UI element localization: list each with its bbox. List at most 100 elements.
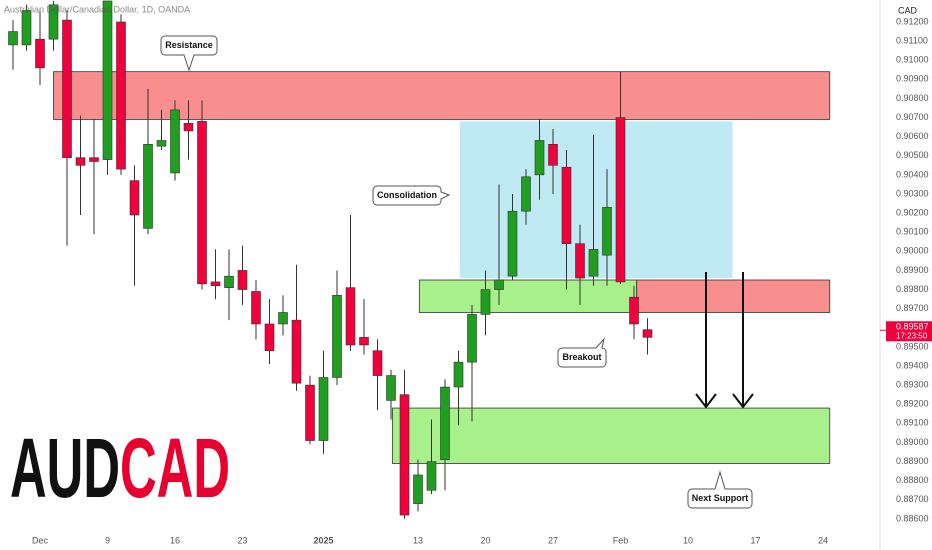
y-tick-label: 0.90500	[896, 150, 929, 160]
currency: CAD	[898, 5, 918, 15]
y-tick-label: 0.89800	[896, 284, 929, 294]
annotation: Resistance	[165, 40, 213, 50]
y-tick-label: 0.90900	[896, 74, 929, 84]
candle-body	[426, 461, 437, 491]
y-tick-label: 0.91100	[896, 35, 928, 45]
candle-body	[615, 117, 626, 283]
candle-body	[291, 319, 302, 384]
candle-body	[278, 312, 288, 325]
candle-body	[359, 337, 369, 346]
candle-body	[156, 140, 167, 147]
callout: Resistance	[160, 35, 218, 72]
candle-body	[507, 210, 518, 277]
candle-body	[75, 157, 86, 166]
chart-title: Australian Dollar/Canadian Dollar, 1D, O…	[4, 4, 190, 14]
watermark: AUDCAD	[10, 421, 230, 515]
zone	[391, 407, 831, 464]
candle-body	[305, 384, 315, 441]
y-tick-label: 0.91000	[896, 55, 929, 65]
candle-body	[386, 375, 396, 401]
candle-body	[332, 294, 342, 378]
x-tick-label: 27	[548, 535, 558, 545]
x-tick-label: Feb	[613, 535, 629, 545]
last-price-tag	[886, 321, 932, 342]
zone	[636, 279, 831, 313]
candle-body	[372, 350, 383, 376]
x-tick-label: Dec	[32, 535, 49, 545]
watermark-part: CAD	[120, 421, 230, 515]
y-tick-label: 0.90000	[896, 246, 929, 256]
x-tick-label: 17	[750, 535, 760, 545]
candle-body	[48, 4, 59, 40]
y-tick-label: 0.89300	[896, 379, 929, 389]
candle-body	[129, 180, 140, 216]
y-tick-label: 0.90800	[896, 93, 929, 103]
x-tick-label: 20	[480, 535, 490, 545]
candle-body	[224, 275, 234, 288]
y-tick-label: 0.88900	[896, 456, 929, 466]
candle-body	[183, 122, 194, 132]
y-tick-label: 0.89500	[896, 341, 929, 351]
candle-body	[440, 386, 450, 460]
y-tick-label: 0.88600	[896, 513, 929, 523]
candle-body	[21, 10, 32, 46]
y-tick-label: 0.89200	[896, 399, 929, 409]
candle-body	[35, 38, 45, 69]
candle-body	[602, 207, 612, 256]
y-tick-label: 0.89400	[896, 360, 929, 370]
candle-body	[467, 314, 477, 363]
candle-body	[561, 166, 572, 244]
candle-body	[251, 291, 261, 325]
candle-body	[642, 329, 653, 338]
y-tick-label: 0.90400	[896, 169, 929, 179]
callout: Consolidation	[372, 185, 451, 206]
candle-body	[116, 21, 126, 170]
candle-body	[494, 279, 504, 290]
y-tick-label: 0.90700	[896, 112, 929, 122]
candle-body	[197, 121, 207, 285]
y-tick-label: 0.90600	[896, 131, 929, 141]
arrows	[695, 272, 754, 409]
y-tick-label: 0.90200	[896, 207, 929, 217]
candle-body	[480, 289, 491, 315]
candle-body	[548, 144, 558, 166]
candle-body	[143, 144, 153, 229]
y-tick-label: 0.89700	[896, 303, 929, 313]
callout: Next Support	[687, 470, 753, 509]
x-tick-label: 23	[237, 535, 247, 545]
candle-body	[588, 249, 599, 277]
callout: Breakout	[557, 337, 607, 368]
candle-body	[453, 361, 464, 388]
candle-body	[413, 474, 423, 504]
candle-body	[8, 31, 18, 46]
y-tick-label: 0.90300	[896, 188, 929, 198]
candle-body	[89, 157, 99, 162]
annotation: Next Support	[692, 493, 749, 503]
y-tick-label: 0.91200	[896, 16, 929, 26]
x-tick-label: 13	[413, 535, 423, 545]
x-tick-label: 10	[683, 535, 693, 545]
candle-body	[521, 176, 531, 212]
last-price-label: 0.89587	[896, 322, 929, 332]
candle-body	[237, 270, 248, 290]
watermark-part: AUD	[10, 421, 120, 515]
candle-body	[575, 243, 585, 279]
zone	[53, 71, 831, 120]
y-tick-label: 0.88800	[896, 475, 929, 485]
candle-body	[399, 394, 410, 516]
candle-body	[102, 0, 113, 160]
candle-body	[318, 377, 329, 441]
candle-body	[210, 281, 221, 287]
countdown: 17:23:50	[896, 331, 928, 340]
zone	[418, 279, 638, 313]
candle-body	[264, 323, 275, 352]
y-tick-label: 0.89100	[896, 418, 929, 428]
y-tick-label: 0.88700	[896, 494, 929, 504]
y-tick-label: 0.89000	[896, 437, 929, 447]
candle-body	[345, 287, 356, 346]
y-tick-label: 0.89900	[896, 265, 929, 275]
candle-body	[62, 19, 72, 158]
zones	[53, 71, 831, 464]
x-tick-label: 2025	[313, 535, 333, 545]
